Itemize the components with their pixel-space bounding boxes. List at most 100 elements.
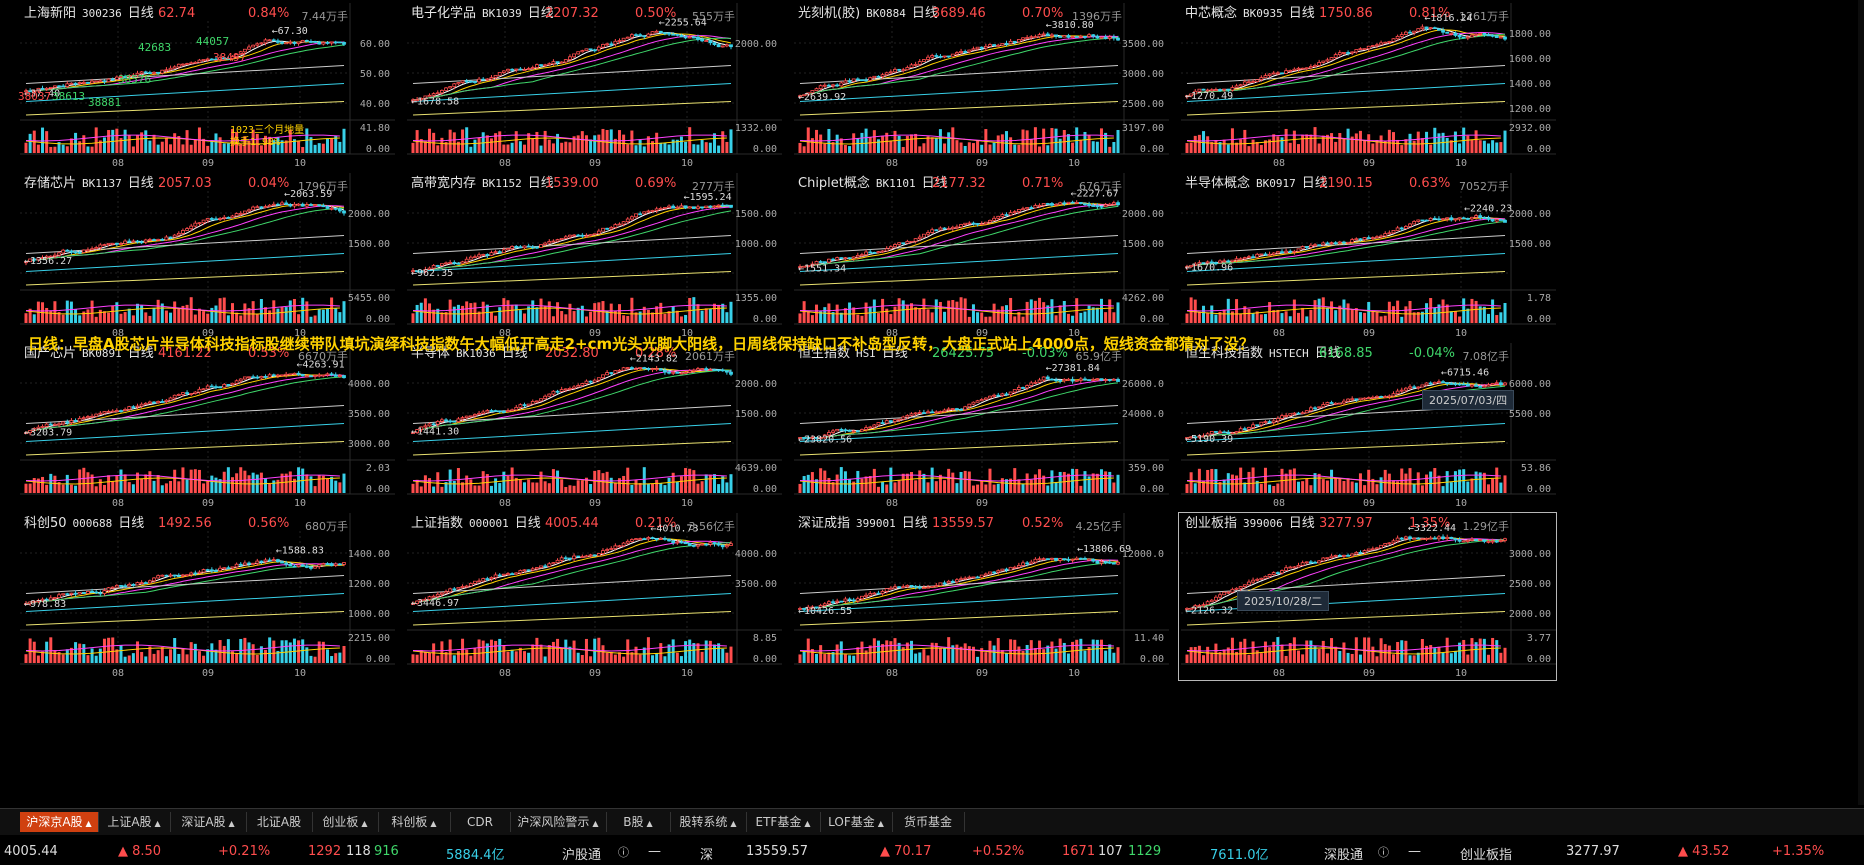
volume-bar xyxy=(802,146,806,153)
candlestick-chart[interactable]: ←1816.24←1270.491800.001600.001400.00120… xyxy=(1179,3,1556,170)
candle-body xyxy=(729,44,733,48)
volume-bar xyxy=(1309,485,1313,493)
candle-body xyxy=(950,580,955,583)
volume-bar xyxy=(1425,131,1429,153)
tab-10[interactable]: ETF基金 ▲ xyxy=(746,812,821,832)
candlestick-chart[interactable]: ←27381.84←23820.5626000.024000.0359.000.… xyxy=(792,343,1169,510)
chart-panel-399006[interactable]: 创业板指 399006 日线 3277.97 1.35% 1.29亿手 ←3322.44 ←2… xyxy=(1178,512,1557,681)
chart-panel-BK0935[interactable]: 中芯概念 BK0935 日线 1750.86 0.81% 1261万手 ←1816.24 ←1… xyxy=(1179,3,1556,170)
chart-panel-BK1137[interactable]: 存储芯片 BK1137 日线 2057.03 0.04% 1796万手 ←2063.59 ←1… xyxy=(18,173,395,340)
candle-body xyxy=(329,373,334,376)
panel-code: 000688 xyxy=(72,517,113,530)
tab-6[interactable]: CDR xyxy=(450,812,511,832)
help-icon[interactable]: ⓘ xyxy=(618,846,629,859)
candle-body xyxy=(427,423,432,427)
tab-11[interactable]: LOF基金 ▲ xyxy=(820,812,893,832)
tab-0[interactable]: 沪深京A股 ▲ xyxy=(20,812,99,832)
candlestick-chart[interactable]: ←3322.44←2126.323000.002500.002000.003.7… xyxy=(1179,513,1556,680)
tab-5[interactable]: 科创板 ▲ xyxy=(378,812,451,832)
candlestick-chart[interactable]: ←1595.24←962.351500.001000.001355.000.00… xyxy=(405,173,782,340)
chart-panel-HSI[interactable]: 恒生指数 HSI 日线 26425.75 -0.03% 65.9亿手 ←27381.84 ←2… xyxy=(792,343,1169,510)
tab-4[interactable]: 创业板 ▲ xyxy=(312,812,379,832)
candle-body xyxy=(963,51,968,53)
hk-sh-connect-label[interactable]: 沪股通 xyxy=(562,848,602,863)
volume-bar xyxy=(667,477,671,493)
volume-bar xyxy=(868,306,872,323)
candle-body xyxy=(946,408,951,411)
tab-1[interactable]: 上证A股 ▲ xyxy=(98,812,171,832)
candle-body xyxy=(572,234,576,237)
sz-up-count: 1671 xyxy=(1062,844,1096,859)
candle-body xyxy=(501,411,506,413)
candle-body xyxy=(431,93,436,96)
candle-body xyxy=(996,394,1001,397)
chart-panel-BK0891[interactable]: 国产芯片 BK0891 日线 4161.22 0.53% 6670万手 ←4263.91 ←3… xyxy=(18,343,395,510)
volume-bar xyxy=(1206,646,1210,663)
candlestick-chart[interactable]: ←3810.80←2639.923500.003000.002500.00319… xyxy=(792,3,1169,170)
candle-body xyxy=(73,420,78,422)
chart-panel-300236[interactable]: 上海新阳 300236 日线 62.74 0.84% 7.44万手 ←67.30 ←37.40… xyxy=(18,3,395,170)
volume-bar xyxy=(181,305,185,323)
candle-body xyxy=(942,55,947,58)
candlestick-chart[interactable]: ←1588.83←978.831400.001200.001000.002215… xyxy=(18,513,395,680)
tab-12[interactable]: 货币基金 xyxy=(892,812,965,832)
volume-bar xyxy=(107,312,111,323)
peak-price-label: ←67.30 xyxy=(272,26,308,37)
volume-bar xyxy=(1099,469,1103,493)
chart-panel-HSTECH[interactable]: 恒生科技指数 HSTECH 日线 6168.85 -0.04% 7.08亿手 ←6715.4… xyxy=(1179,343,1556,510)
volume-bar xyxy=(1268,484,1272,493)
hk-sz-connect-label[interactable]: 深股通 xyxy=(1324,848,1364,863)
volume-bar xyxy=(510,305,514,323)
candlestick-chart[interactable]: ←4010.73←3446.974000.003500.008.850.0008… xyxy=(405,513,782,680)
candlestick-chart[interactable]: ←4263.91←3203.794000.003500.003000.002.0… xyxy=(18,343,395,510)
candle-body xyxy=(971,48,976,51)
candlestick-chart[interactable]: ←2063.59←1356.272000.001500.005455.000.0… xyxy=(18,173,395,340)
tab-8[interactable]: B股 ▲ xyxy=(606,812,671,832)
volume-bar xyxy=(576,652,580,663)
volume-bar xyxy=(1441,486,1445,493)
chart-panel-BK1101[interactable]: Chiplet概念 BK1101 日线 2177.32 0.71% 676万手 ←2227.… xyxy=(792,173,1169,340)
tab-3[interactable]: 北证A股 xyxy=(246,812,313,832)
volume-bar xyxy=(226,467,230,493)
candle-body xyxy=(1033,381,1038,384)
chart-panel-BK1039[interactable]: 电子化学品 BK1039 日线 2207.32 0.50% 555万手 ←2255.64 ←1… xyxy=(405,3,782,170)
chart-panel-000688[interactable]: 科创50 000688 日线 1492.56 0.56% 680万手 ←1588.83 ←97… xyxy=(18,513,395,680)
low-price-label: ←3203.79 xyxy=(24,427,72,438)
candle-body xyxy=(304,40,309,42)
candle-body xyxy=(226,57,231,60)
tab-7[interactable]: 沪深风险警示 ▲ xyxy=(510,812,607,832)
candle-body xyxy=(704,368,709,371)
candle-body xyxy=(197,222,202,225)
candle-body xyxy=(658,207,663,210)
candle-body xyxy=(114,584,119,588)
candlestick-chart[interactable]: ←2227.67←1551.342000.001500.004262.000.0… xyxy=(792,173,1169,340)
candle-body xyxy=(143,239,148,243)
chart-panel-BK0917[interactable]: 半导体概念 BK0917 日线 2190.15 0.63% 7052万手 ←2240.23 ←… xyxy=(1179,173,1556,340)
chart-panel-BK0884[interactable]: 光刻机(胶) BK0884 日线 3689.46 0.70% 1396万手 ←3810.80… xyxy=(792,3,1169,170)
candlestick-chart[interactable]: ←2143.82←1441.302000.001500.004639.000.0… xyxy=(405,343,782,510)
vertical-scrollbar[interactable] xyxy=(1858,0,1864,805)
volume-bar xyxy=(843,145,847,153)
tab-2[interactable]: 深证A股 ▲ xyxy=(170,812,247,832)
chart-panel-399001[interactable]: 深证成指 399001 日线 13559.57 0.52% 4.25亿手 ←13806.69… xyxy=(792,513,1169,680)
volume-bar xyxy=(810,649,814,663)
candle-body xyxy=(1214,89,1218,91)
volume-bar xyxy=(325,138,329,153)
candlestick-chart[interactable]: ←6715.46←5190.396000.005500.0053.860.000… xyxy=(1179,343,1556,510)
candlestick-chart[interactable]: ←2240.23←1670.962000.001500.001.780.0008… xyxy=(1179,173,1556,340)
tab-9[interactable]: 股转系统 ▲ xyxy=(670,812,747,832)
chart-panel-BK1152[interactable]: 高带宽内存 BK1152 日线 1539.00 0.69% 277万手 ←1595.24 ←9… xyxy=(405,173,782,340)
volume-bar xyxy=(506,300,510,323)
volume-bar xyxy=(721,303,725,323)
chart-panel-000001[interactable]: 上证指数 000001 日线 4005.44 0.21% 3.56亿手 ←4010.73 ←3… xyxy=(405,513,782,680)
candle-body xyxy=(1000,568,1005,572)
help-icon[interactable]: ⓘ xyxy=(1378,846,1389,859)
volume-bar xyxy=(1420,639,1424,663)
candle-body xyxy=(1230,87,1235,91)
chart-panel-BK1036[interactable]: 半导体 BK1036 日线 2032.80 0.28% 2061万手 ←2143.82 ←14… xyxy=(405,343,782,510)
candle-body xyxy=(1201,262,1206,265)
volume-bar xyxy=(1288,643,1292,663)
